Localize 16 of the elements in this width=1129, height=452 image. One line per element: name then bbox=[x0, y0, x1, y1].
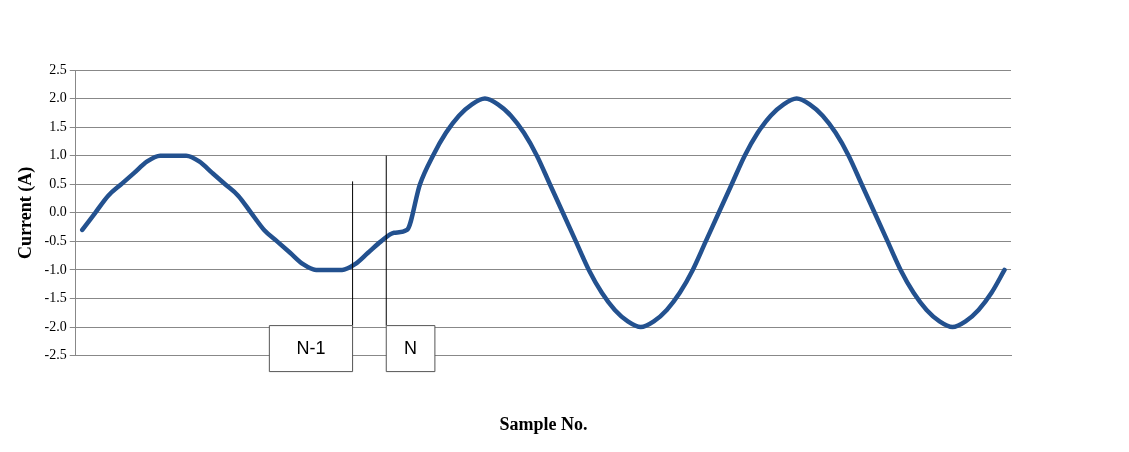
y-tick-label: 1.5 bbox=[49, 118, 67, 134]
line-series bbox=[80, 96, 1007, 330]
y-tick-label: 1.0 bbox=[49, 147, 67, 163]
y-tick-label: 2.0 bbox=[49, 90, 67, 106]
y-axis-title: Current (A) bbox=[15, 166, 37, 259]
y-tick-label: -1.5 bbox=[44, 290, 67, 306]
y-tick-label: -2.0 bbox=[44, 318, 67, 334]
y-tick-label: -2.5 bbox=[44, 347, 67, 363]
y-tick-label: 2.5 bbox=[49, 61, 67, 77]
y-tick-label: -0.5 bbox=[44, 233, 67, 249]
y-tick-label: 0.5 bbox=[49, 175, 67, 191]
x-axis-title: Sample No. bbox=[499, 413, 588, 434]
annotation: N bbox=[404, 337, 418, 358]
y-tick-label: -1.0 bbox=[44, 261, 67, 277]
y-tick-label: 0.0 bbox=[49, 204, 67, 220]
annotation: N-1 bbox=[296, 337, 326, 358]
